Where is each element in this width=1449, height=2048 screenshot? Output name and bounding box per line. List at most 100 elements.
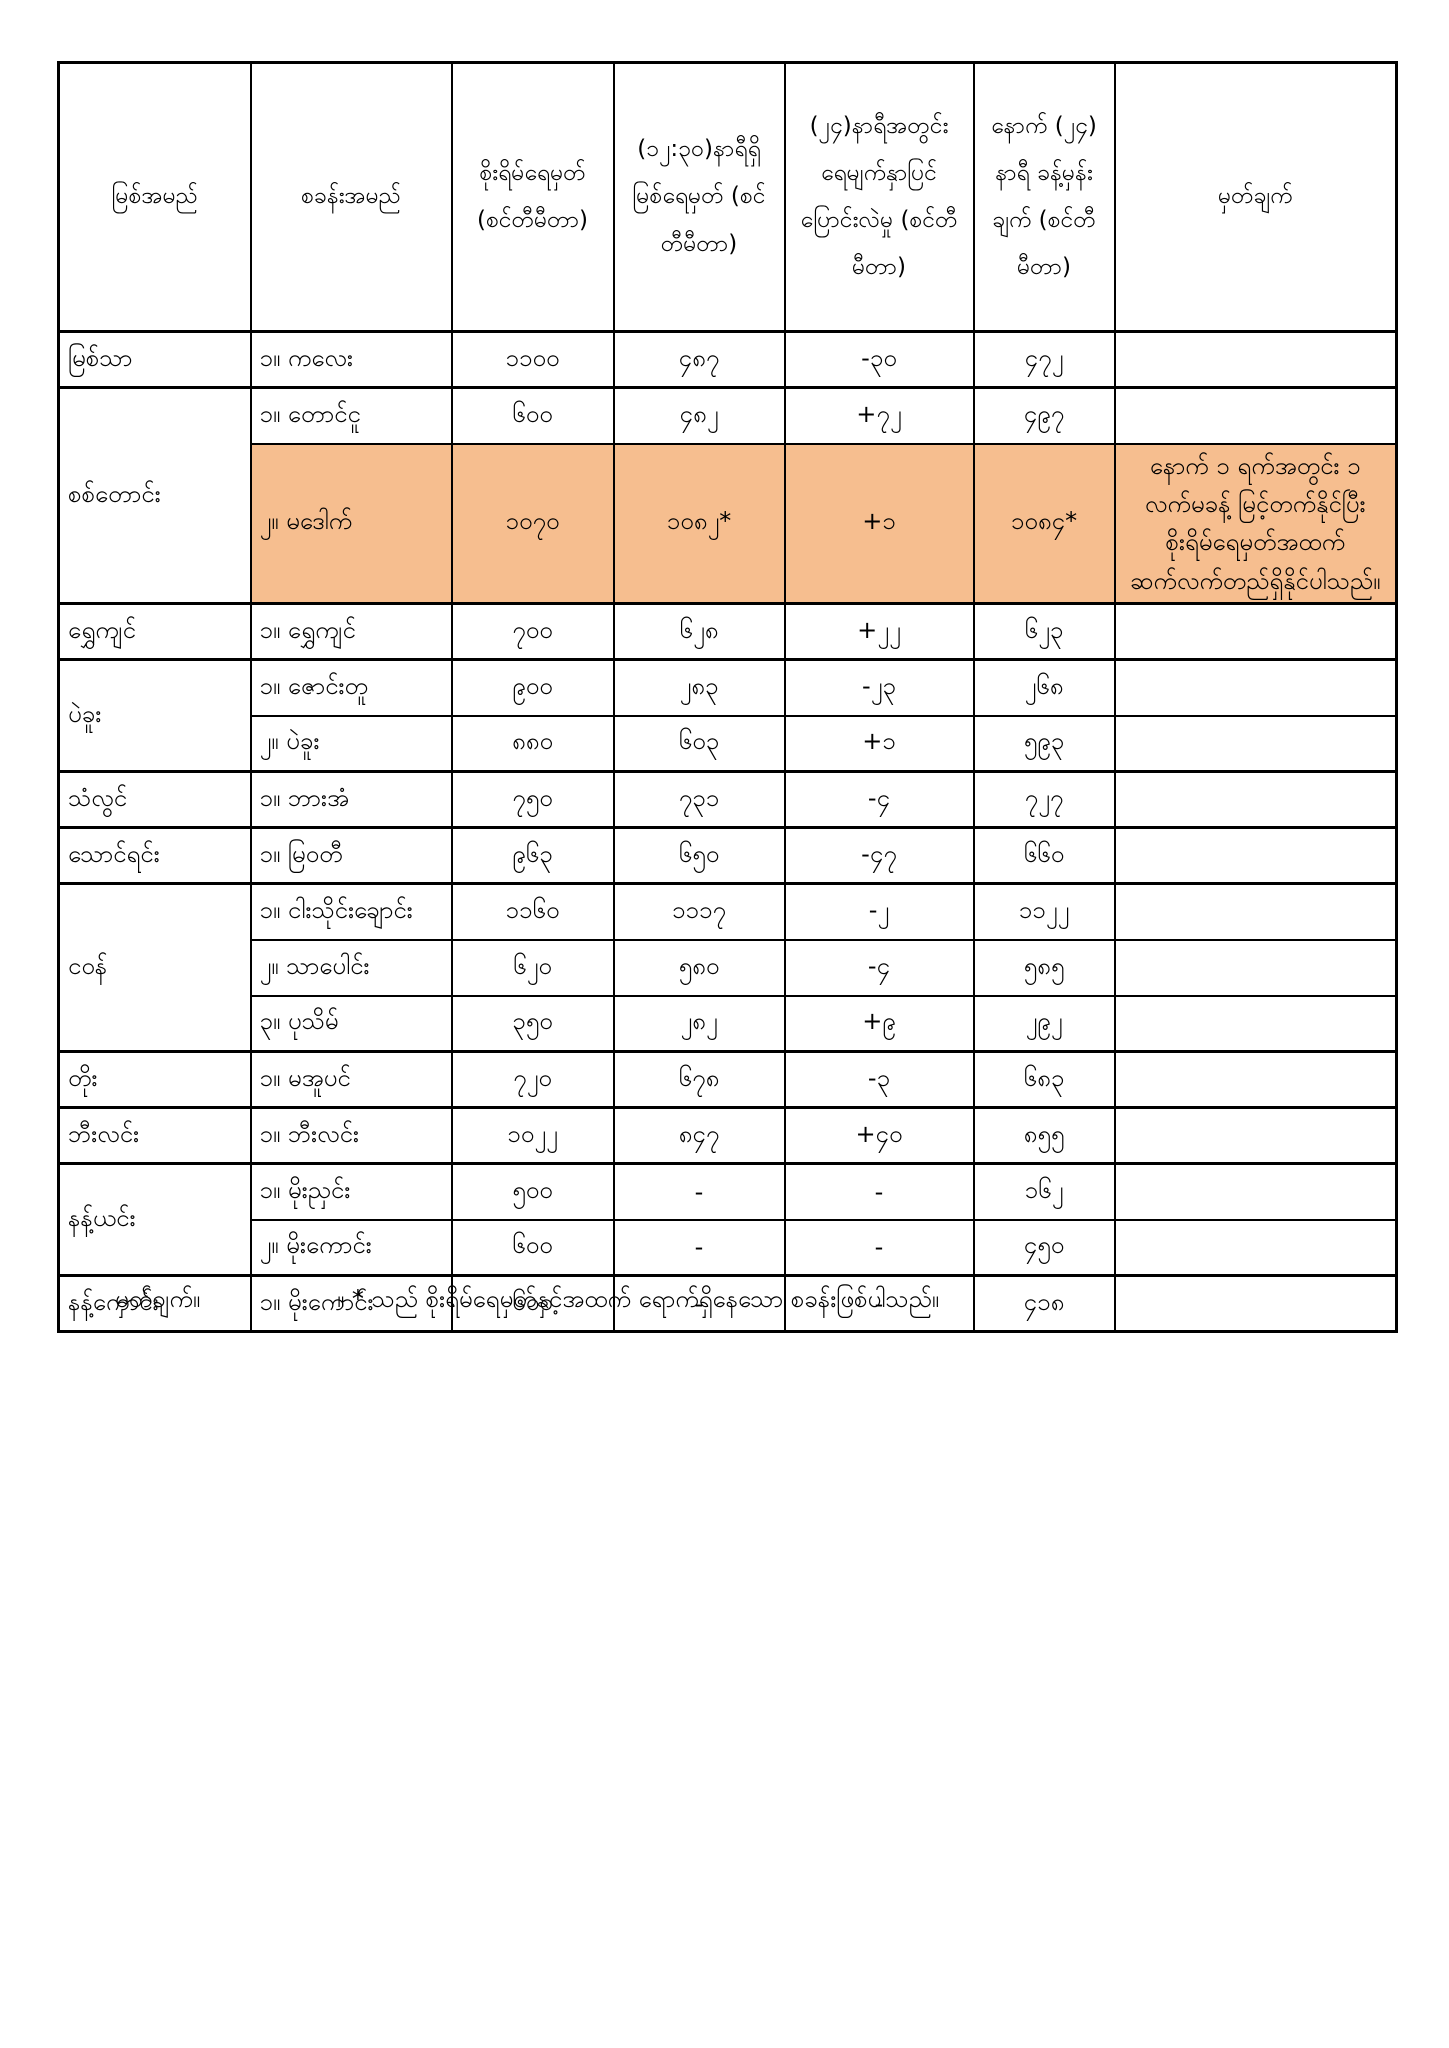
forecast-cell: ၂၆၈ (972, 658, 1116, 717)
footnote-text: ။ * သည် စိုးရိမ်ရေမှတ်နှင့်အထက် ရောက်ရှိ… (337, 1285, 940, 1313)
table-row-highlighted: ၂။ မဒေါက် ၁၀၇၀ ၁၀၈၂* +၁ ၁၀၈၄* နောက် ၁ ရက… (59, 442, 1398, 605)
station-name-cell: ၁။ တောင်ငူ (249, 386, 453, 445)
table-row: နန့်ယင်း ၁။ မိုးညှင်း ၅၀၀ - - ၁၆၂ (57, 1162, 1398, 1277)
current-level-cell: ၆၀၃ (612, 714, 786, 773)
remark-cell (1113, 1218, 1398, 1277)
river-name-cell: နန့်ယင်း (57, 1162, 252, 1277)
danger-level-cell: ၅၀၀ (450, 1162, 615, 1221)
river-name-cell: နန့်ကောင်း (57, 1274, 252, 1333)
forecast-cell: ၄၇၂ (972, 330, 1116, 389)
remark-cell (1113, 658, 1398, 717)
change-cell: +၁ (783, 714, 975, 773)
current-level-cell: ၈၄၇ (612, 1106, 786, 1165)
table-row: တိုး ၁။ မအူပင် ၇၂၀ ၆၇၈ -၃ ၆၈၃ (57, 1050, 1398, 1109)
danger-level-cell: ၁၁၀၀ (450, 330, 615, 389)
forecast-cell: ၂၉၂ (972, 994, 1116, 1053)
change-cell: +၂၂ (783, 602, 975, 661)
forecast-cell: ၁၁၂၂ (972, 882, 1116, 941)
header-current-level: (၁၂:၃၀)နာရီရှိ မြစ်ရေမှတ် (စင်တီမီတာ) (612, 61, 786, 333)
river-name-cell: သောင်ရင်း (57, 826, 252, 885)
river-name-cell: တိုး (57, 1050, 252, 1109)
danger-level-cell: ၃၅၀ (450, 994, 615, 1053)
danger-level-cell: ၈၈၀ (450, 714, 615, 773)
station-name-cell: ၂။ မိုးကောင်း (249, 1218, 453, 1277)
remark-cell (1113, 714, 1398, 773)
table-row: သံလွင် ၁။ ဘားအံ ၇၅၀ ၇၃၁ -၄ ၇၂၇ (57, 770, 1398, 829)
station-name-cell: ၁။ မိုးကောင်း (249, 1274, 453, 1333)
forecast-cell: ၅၉၃ (972, 714, 1116, 773)
current-level-cell: ၇၃၁ (612, 770, 786, 829)
remark-cell (1113, 882, 1398, 941)
header-forecast-24h: နောက် (၂၄) နာရီ ခန့်မှန်းချက် (စင်တီမီတာ… (972, 61, 1116, 333)
station-name-cell: ၂။ ပဲခူး (249, 714, 453, 773)
forecast-cell: ၄၁၈ (972, 1274, 1116, 1333)
forecast-cell: ၈၅၅ (972, 1106, 1116, 1165)
remark-cell (1113, 938, 1398, 997)
station-name-cell: ၁။ မြဝတီ (249, 826, 453, 885)
table-row: ၂။ သာပေါင်း ၆၂၀ ၅၈၀ -၄ ၅၈၅ (59, 938, 1398, 997)
header-station-name: စခန်းအမည် (249, 61, 453, 333)
current-level-cell: - (612, 1218, 786, 1277)
danger-level-cell: ၆၀၀ (450, 1274, 615, 1333)
remark-cell: နောက် ၁ ရက်အတွင်း ၁ လက်မခန့် မြင့်တက်နို… (1113, 442, 1398, 605)
remark-cell (1113, 1274, 1398, 1333)
table-row: သောင်ရင်း ၁။ မြဝတီ ၉၆၃ ၆၅၀ -၄၇ ၆၆၀ (57, 826, 1398, 885)
danger-level-cell: ၆၀၀ (450, 1218, 615, 1277)
current-level-cell: ၆၅၀ (612, 826, 786, 885)
danger-level-cell: ၉၀၀ (450, 658, 615, 717)
station-name-cell: ၁။ ငါးသိုင်းချောင်း (249, 882, 453, 941)
header-river-name: မြစ်အမည် (57, 61, 252, 333)
station-name-cell: ၁။ မအူပင် (249, 1050, 453, 1109)
remark-cell (1113, 386, 1398, 445)
remark-cell (1113, 770, 1398, 829)
table-row: ရွှေကျင် ၁။ ရွှေကျင် ၇၀၀ ၆၂၈ +၂၂ ၆၂၃ (57, 602, 1398, 661)
river-name-cell: ရွှေကျင် (57, 602, 252, 661)
forecast-cell: ၅၈၅ (972, 938, 1116, 997)
current-level-cell: ၁၀၈၂* (612, 442, 786, 605)
forecast-cell: ၆၆၀ (972, 826, 1116, 885)
table-row: ၂။ ပဲခူး ၈၈၀ ၆၀၃ +၁ ၅၉၃ (59, 714, 1398, 773)
table-row: နန့်ကောင်း ၁။ မိုးကောင်း ၆၀၀ - - ၄၁၈ (57, 1274, 1398, 1333)
remark-cell (1113, 826, 1398, 885)
forecast-cell: ၆၂၃ (972, 602, 1116, 661)
change-cell: +၁ (783, 442, 975, 605)
change-cell: -၄ (783, 770, 975, 829)
forecast-cell: ၆၈၃ (972, 1050, 1116, 1109)
change-cell: - (783, 1162, 975, 1221)
remark-cell (1113, 1106, 1398, 1165)
footnote-label: မှတ်ချက်။ (115, 1285, 201, 1313)
station-name-cell: ၂။ သာပေါင်း (249, 938, 453, 997)
current-level-cell: ၂၈၂ (612, 994, 786, 1053)
forecast-cell: ၄၉၇ (972, 386, 1116, 445)
table-row: ဘီးလင်း ၁။ ဘီးလင်း ၁၀၂၂ ၈၄၇ +၄၀ ၈၅၅ (57, 1106, 1398, 1165)
header-change-24h: (၂၄)နာရီအတွင်း ရေမျက်နှာပြင် ပြောင်းလဲမှ… (783, 61, 975, 333)
table-header-row: မြစ်အမည် စခန်းအမည် စိုးရိမ်ရေမှတ် (စင်တီ… (57, 61, 1398, 333)
table-row: ငဝန် ၁။ ငါးသိုင်းချောင်း ၁၁၆၀ ၁၁၁၇ -၂ ၁၁… (57, 882, 1398, 1053)
river-name-cell: သံလွင် (57, 770, 252, 829)
forecast-cell: ၁၀၈၄* (972, 442, 1116, 605)
danger-level-cell: ၁၀၂၂ (450, 1106, 615, 1165)
station-name-cell: ၁။ မိုးညှင်း (249, 1162, 453, 1221)
current-level-cell: ၅၈၀ (612, 938, 786, 997)
table-row: စစ်တောင်း ၁။ တောင်ငူ ၆၀၀ ၄၈၂ +၇၂ ၄၉၇ (57, 385, 1398, 605)
remark-cell (1113, 1050, 1398, 1109)
change-cell: -၃ (783, 1050, 975, 1109)
station-name-cell: ၁။ ကလေး (249, 330, 453, 389)
change-cell: +၉ (783, 994, 975, 1053)
table-row: မြစ်သာ ၁။ ကလေး ၁၁၀၀ ၄၈၇ -၃၀ ၄၇၂ (57, 330, 1398, 389)
danger-level-cell: ၆၀၀ (450, 386, 615, 445)
danger-level-cell: ၉၆၃ (450, 826, 615, 885)
change-cell: - (783, 1274, 975, 1333)
remark-cell (1113, 994, 1398, 1053)
forecast-cell: ၁၆၂ (972, 1162, 1116, 1221)
forecast-cell: ၇၂၇ (972, 770, 1116, 829)
current-level-cell: - (612, 1162, 786, 1221)
station-name-cell: ၂။ မဒေါက် (249, 442, 453, 605)
current-level-cell: ၆၂၈ (612, 602, 786, 661)
table-row: ပဲခူး ၁။ ဇောင်းတူ ၉၀၀ ၂၈၃ -၂၃ ၂၆၈ (57, 658, 1398, 773)
station-name-cell: ၁။ ဇောင်းတူ (249, 658, 453, 717)
forecast-cell: ၄၅၀ (972, 1218, 1116, 1277)
change-cell: -၄၇ (783, 826, 975, 885)
danger-level-cell: ၇၂၀ (450, 1050, 615, 1109)
table-row: ၃။ ပုသိမ် ၃၅၀ ၂၈၂ +၉ ၂၉၂ (59, 994, 1398, 1053)
